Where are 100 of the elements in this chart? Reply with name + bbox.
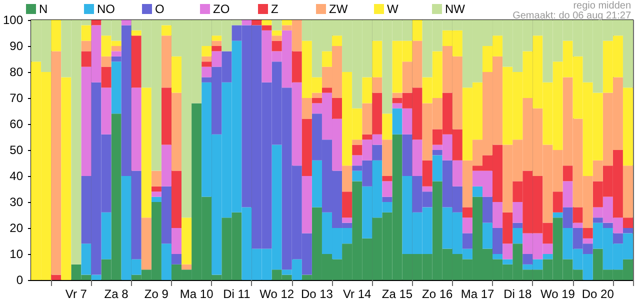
bar	[462, 218, 472, 234]
bar	[91, 20, 102, 26]
x-tick-label: Di 18	[504, 287, 532, 300]
bar	[171, 92, 182, 171]
bar	[322, 88, 332, 93]
bar	[51, 20, 62, 52]
bar	[362, 77, 372, 104]
bar	[342, 192, 352, 218]
bar	[151, 186, 162, 192]
bar	[412, 140, 422, 176]
bar	[582, 228, 593, 238]
bar	[202, 66, 212, 78]
y-tick-label: 60	[10, 117, 24, 131]
bar	[51, 274, 62, 280]
bar	[582, 238, 593, 244]
bar	[512, 222, 523, 228]
bar	[382, 181, 392, 197]
bar	[141, 88, 152, 218]
bar	[272, 30, 282, 36]
bar	[402, 108, 412, 134]
bar	[622, 218, 633, 228]
bar	[492, 254, 503, 260]
annotation: Gemaakt: do 06 aug 21:27	[512, 10, 632, 22]
bar	[612, 233, 623, 244]
bar	[292, 51, 302, 82]
bar	[161, 25, 172, 36]
bar	[212, 46, 222, 52]
y-tick-label: 100	[2, 13, 24, 27]
y-tick-label: 20	[10, 221, 24, 235]
bar	[432, 150, 442, 156]
bar	[262, 25, 272, 30]
bar	[171, 254, 182, 264]
bar	[482, 196, 493, 223]
bar	[472, 186, 483, 197]
bar	[111, 46, 122, 52]
y-tick-label: 90	[10, 39, 24, 53]
bar	[332, 98, 342, 119]
bar	[542, 254, 553, 260]
bar	[392, 108, 402, 134]
bar	[352, 170, 362, 182]
y-tick-label: 50	[10, 143, 24, 157]
bar	[342, 166, 352, 192]
legend-label: NO	[97, 2, 115, 16]
bar	[372, 40, 382, 78]
bar	[81, 51, 92, 67]
bar	[382, 176, 392, 182]
x-tick-label: Ma 17	[460, 287, 494, 300]
bar	[312, 160, 322, 208]
bar	[101, 212, 112, 260]
bar	[312, 98, 322, 104]
bar	[111, 62, 122, 114]
bar	[392, 92, 402, 98]
bar	[342, 218, 352, 223]
bar	[412, 20, 422, 41]
bar	[572, 207, 583, 223]
bar	[101, 66, 112, 88]
bar	[141, 218, 152, 270]
bar	[372, 77, 382, 93]
bar	[372, 92, 382, 134]
bar	[101, 88, 112, 134]
bar	[622, 228, 633, 234]
bar	[151, 196, 162, 202]
bar	[61, 77, 72, 280]
bar	[452, 160, 462, 186]
bar	[602, 222, 613, 228]
bar	[272, 20, 282, 30]
bar	[362, 103, 372, 134]
bar	[212, 51, 222, 67]
bar	[492, 228, 503, 254]
bar	[212, 36, 222, 41]
bar	[332, 36, 342, 46]
bar	[161, 144, 172, 186]
bar	[512, 202, 523, 223]
bar	[552, 212, 563, 218]
x-tick-label: Za 15	[382, 287, 413, 300]
bar	[622, 166, 633, 218]
bar	[182, 218, 192, 264]
bar	[282, 20, 292, 26]
bar	[382, 140, 392, 176]
bar	[502, 259, 513, 264]
bar	[202, 56, 212, 62]
y-tick-label: 10	[10, 247, 24, 261]
bar	[422, 160, 432, 186]
legend-label: NW	[445, 2, 466, 16]
bar	[101, 56, 112, 67]
bar	[252, 20, 262, 26]
bar	[422, 186, 432, 192]
bar	[462, 233, 472, 249]
x-tick-label: Do 13	[300, 287, 334, 300]
legend-label: N	[39, 2, 48, 16]
bar	[51, 51, 62, 275]
x-tick-label: Vr 7	[65, 287, 88, 300]
legend-label: Z	[271, 2, 278, 16]
bar	[522, 254, 533, 264]
bar	[372, 144, 382, 160]
bar	[121, 20, 132, 26]
y-tick-label: 70	[10, 91, 24, 105]
bar	[562, 181, 573, 208]
bar	[302, 176, 312, 234]
bar	[111, 51, 122, 56]
